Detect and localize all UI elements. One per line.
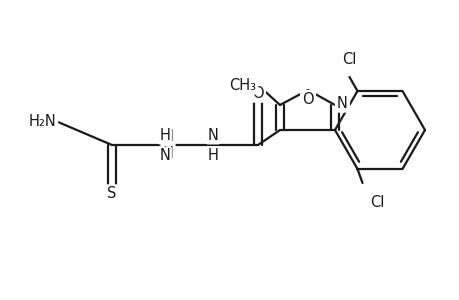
Text: O: O — [252, 85, 263, 100]
Text: CH₃: CH₃ — [229, 77, 256, 92]
Text: H₂N: H₂N — [28, 115, 56, 130]
Text: Cl: Cl — [341, 52, 356, 67]
Text: N: N — [207, 128, 218, 143]
Text: Cl: Cl — [369, 196, 384, 211]
Text: H: H — [207, 148, 218, 163]
Text: N: N — [159, 148, 170, 163]
Text: O: O — [302, 92, 313, 107]
Text: S: S — [107, 187, 117, 202]
Text: N: N — [336, 95, 347, 110]
Text: H: H — [159, 128, 170, 143]
Text: H
N: H N — [162, 129, 173, 161]
